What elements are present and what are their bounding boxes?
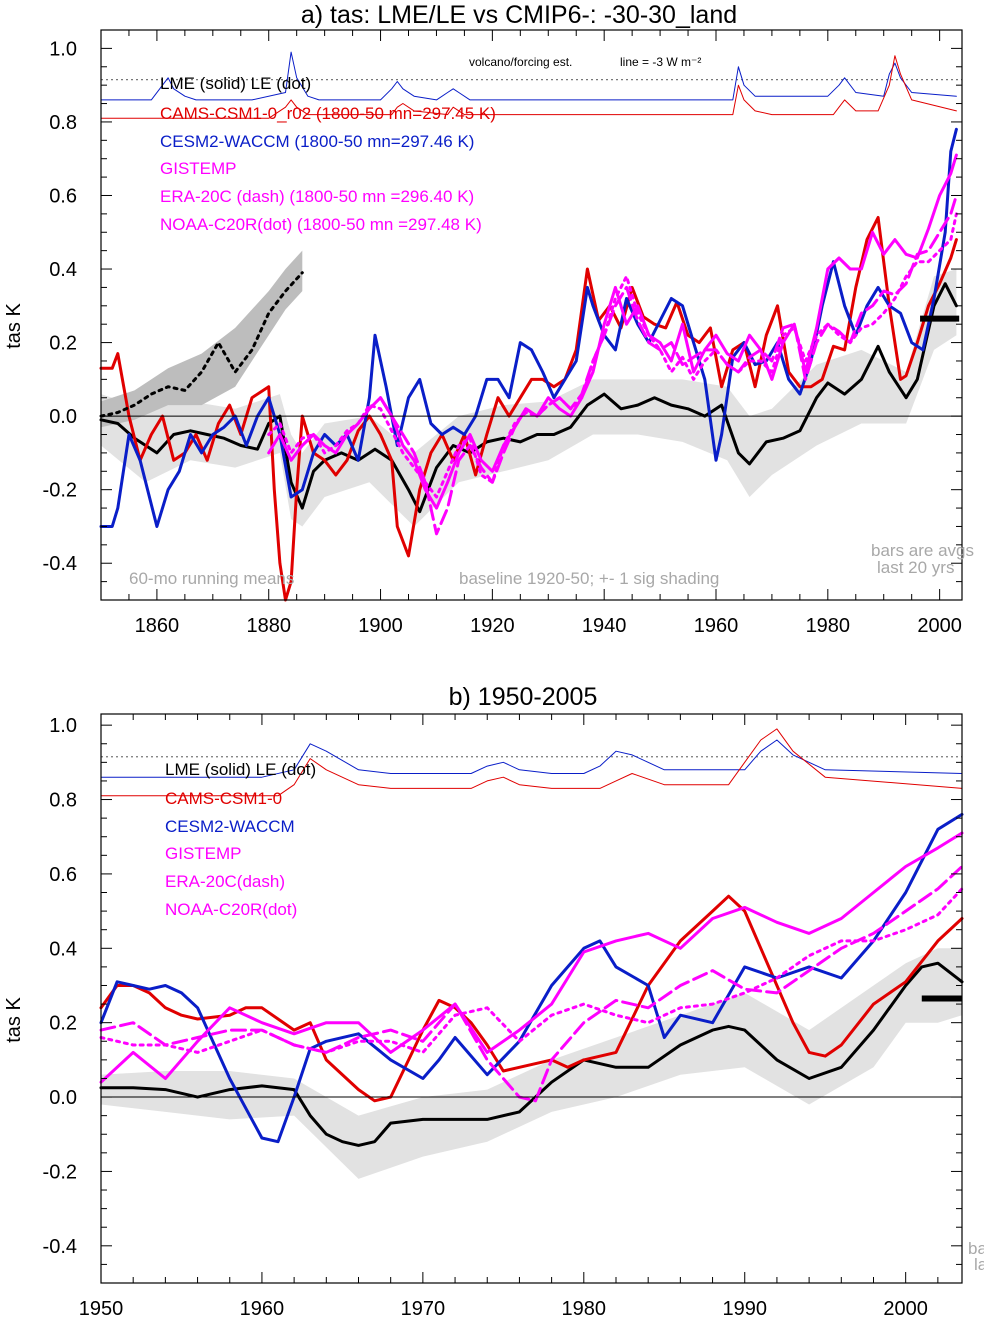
sigma-band bbox=[101, 250, 303, 428]
x-tick-label: 1900 bbox=[358, 615, 403, 637]
panel-a-bands bbox=[101, 250, 957, 527]
gistemp-line bbox=[99, 831, 964, 1084]
x-tick-label: 1960 bbox=[694, 615, 739, 637]
panel-b-ticks: 1950 1960 1970 1980 1990 2000 -0.4 -0.2 0.0 0.2 0.… bbox=[43, 714, 962, 1320]
forcing-cams-csm1-0-line bbox=[100, 728, 963, 797]
plot-frame bbox=[100, 29, 963, 601]
legend-label: GISTEMP bbox=[165, 844, 242, 863]
y-tick-label: 0.0 bbox=[49, 406, 77, 428]
plot-frame bbox=[100, 713, 963, 1284]
panel-a-ylabel: tas K bbox=[3, 303, 25, 349]
panel-a-ticks: 1860 1880 1900 1920 1940 1960 1980 2000 -0.4 -0.2… bbox=[43, 30, 962, 637]
bars-note-line1: bars are avgs bbox=[871, 541, 974, 560]
lme-line bbox=[99, 961, 964, 1147]
panel-b-legend: LME (solid) LE (dot) CAMS-CSM1-0 CESM2-W… bbox=[165, 760, 316, 919]
x-tick-label: 1990 bbox=[722, 1298, 767, 1320]
forcing-cesm2-waccm-line bbox=[100, 739, 963, 778]
x-tick-label: 1980 bbox=[562, 1298, 607, 1320]
y-tick-label: 1.0 bbox=[49, 715, 77, 737]
y-tick-label: -0.2 bbox=[43, 1161, 77, 1183]
y-tick-label: -0.4 bbox=[43, 1236, 77, 1258]
x-tick-label: 1920 bbox=[470, 615, 515, 637]
y-tick-label: 0.8 bbox=[49, 790, 77, 812]
legend-label: LME (solid) LE (dot) bbox=[160, 74, 311, 93]
legend-label: NOAA-C20R(dot) (1800-50 mn =297.48 K) bbox=[160, 215, 482, 234]
y-tick-label: -0.2 bbox=[43, 480, 77, 502]
panel-b-series bbox=[99, 812, 964, 1147]
x-tick-label: 1940 bbox=[582, 615, 627, 637]
legend-label: CAMS-CSM1-0 bbox=[165, 789, 282, 808]
forcing-cams-csm1-0-line bbox=[100, 55, 957, 119]
legend-label: CAMS-CSM1-0_r02 (1800-50 mn=297.45 K) bbox=[160, 104, 496, 123]
panel-b-title: b) 1950-2005 bbox=[449, 683, 598, 711]
cams-csm1-0-line bbox=[99, 894, 964, 1103]
legend-label: ERA-20C (dash) (1800-50 mn =296.40 K) bbox=[160, 187, 474, 206]
x-tick-label: 1950 bbox=[79, 1298, 124, 1320]
panel-a-annotations: volcano/forcing est. line = -3 W m⁻² 60-… bbox=[129, 55, 974, 588]
x-tick-label: 1880 bbox=[246, 615, 291, 637]
panel-a-forcing bbox=[100, 51, 962, 119]
forcing-label: volcano/forcing est. bbox=[469, 55, 572, 69]
legend-label: ERA-20C(dash) bbox=[165, 872, 285, 891]
y-tick-label: 0.4 bbox=[49, 938, 77, 960]
y-tick-label: 0.8 bbox=[49, 112, 77, 134]
baseline-note: baseline 1920-50; +- 1 sig shading bbox=[459, 569, 719, 588]
panel-b: b) 1950-2005 tas K 1950 1960 1970 1980 1990 2… bbox=[3, 683, 984, 1320]
running-mean-note: 60-mo running means bbox=[129, 569, 294, 588]
x-tick-label: 1860 bbox=[135, 615, 180, 637]
legend-label: CESM2-WACCM (1800-50 mn=297.46 K) bbox=[160, 132, 474, 151]
noaa-c20r-line bbox=[99, 887, 964, 1054]
panel-a-legend: LME (solid) LE (dot) CAMS-CSM1-0_r02 (18… bbox=[160, 74, 496, 234]
panel-b-frame bbox=[100, 713, 963, 1284]
sigma-band bbox=[101, 269, 957, 527]
y-tick-label: 0.6 bbox=[49, 864, 77, 886]
panel-a: a) tas: LME/LE vs CMIP6-: -30-30_land ta… bbox=[3, 1, 974, 637]
forcing-cesm2-waccm-line bbox=[100, 51, 957, 101]
legend-label: LME (solid) LE (dot) bbox=[165, 760, 316, 779]
y-tick-label: 0.0 bbox=[49, 1087, 77, 1109]
y-tick-label: 0.2 bbox=[49, 1013, 77, 1035]
panel-b-forcing bbox=[100, 728, 963, 797]
x-tick-label: 1970 bbox=[401, 1298, 446, 1320]
cesm2-waccm-line bbox=[99, 812, 964, 1144]
panel-b-annotations: ba la bbox=[968, 1239, 984, 1274]
y-tick-label: 0.2 bbox=[49, 333, 77, 355]
y-tick-label: 0.6 bbox=[49, 185, 77, 207]
panel-b-ylabel: tas K bbox=[3, 997, 25, 1043]
x-tick-label: 1980 bbox=[806, 615, 851, 637]
bars-note-line2: la bbox=[974, 1255, 984, 1274]
legend-label: GISTEMP bbox=[160, 159, 237, 178]
legend-label: CESM2-WACCM bbox=[165, 817, 295, 836]
x-tick-label: 2000 bbox=[917, 615, 962, 637]
era-20c-line bbox=[99, 865, 964, 1103]
legend-label: NOAA-C20R(dot) bbox=[165, 900, 297, 919]
forcing-line-label: line = -3 W m⁻² bbox=[620, 55, 701, 69]
panel-a-frame bbox=[100, 29, 963, 601]
y-tick-label: 0.4 bbox=[49, 259, 77, 281]
bars-note-line2: last 20 yrs bbox=[877, 558, 954, 577]
y-tick-label: -0.4 bbox=[43, 553, 77, 575]
x-tick-label: 2000 bbox=[883, 1298, 928, 1320]
bars-note-line1: ba bbox=[968, 1239, 984, 1258]
le-line bbox=[99, 271, 304, 418]
y-tick-label: 1.0 bbox=[49, 38, 77, 60]
panel-a-title: a) tas: LME/LE vs CMIP6-: -30-30_land bbox=[301, 1, 737, 29]
x-tick-label: 1960 bbox=[240, 1298, 285, 1320]
